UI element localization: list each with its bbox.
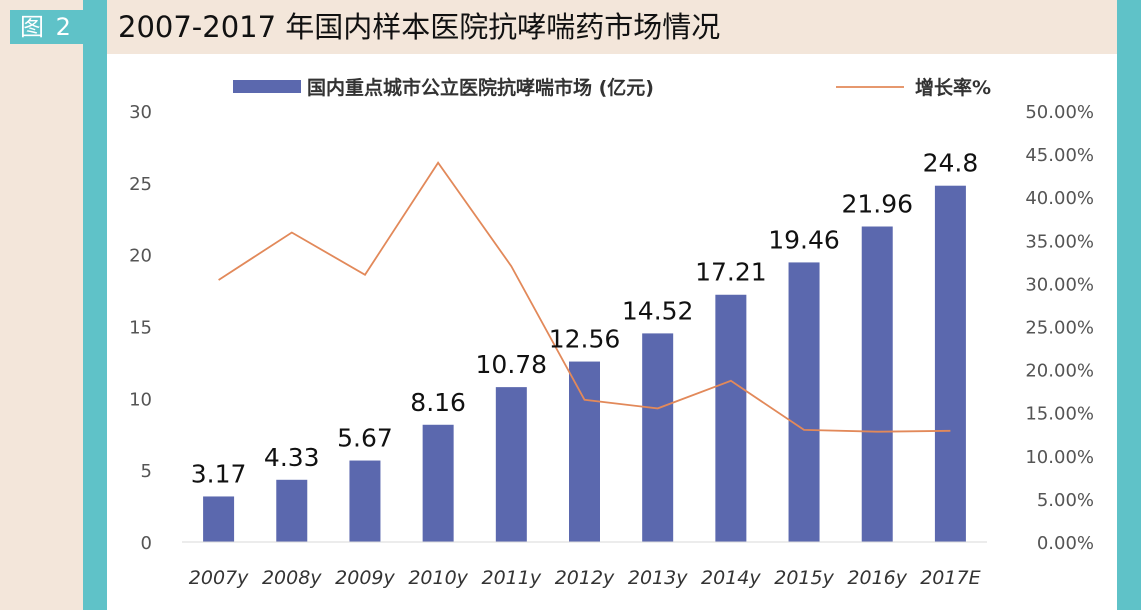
x-axis-tick-label: 2016y <box>847 567 907 589</box>
bar <box>495 387 527 542</box>
left-axis-tick-label: 10 <box>129 389 152 410</box>
right-axis-tick-label: 20.00% <box>1025 361 1094 382</box>
bar-data-label: 8.16 <box>410 388 466 417</box>
x-axis-tick-label: 2014y <box>701 567 761 589</box>
right-axis-tick-label: 35.00% <box>1025 231 1094 252</box>
data-labels: 3.17 4.33 5.67 8.16 10.7812.5614.5217.2119.4… <box>191 149 978 489</box>
legend-bar-label: 国内重点城市公立医院抗哮喘市场 (亿元) <box>307 76 654 99</box>
bar-data-label: 10.78 <box>476 350 548 379</box>
x-axis-tick-label: 2009y <box>335 567 395 589</box>
bar-data-label: 14.52 <box>622 296 694 325</box>
chart-svg: 国内重点城市公立医院抗哮喘市场 (亿元) 增长率% 0 5 10 15 20 25 30 0.… <box>129 76 1094 589</box>
right-axis-tick-label: 25.00% <box>1025 318 1094 339</box>
x-axis-tick-label: 2008y <box>262 567 322 589</box>
bar <box>276 479 308 542</box>
x-axis: 2007y 2008y 2009y 2010y 2011y 2012y 2013y 2014y… <box>182 541 987 589</box>
x-axis-tick-label: 2015y <box>774 567 834 589</box>
x-axis-tick-label: 2007y <box>189 567 249 589</box>
x-axis-tick-label: 2012y <box>555 567 615 589</box>
left-margin <box>0 0 83 610</box>
x-axis-tick-label: 2011y <box>482 567 542 589</box>
bar <box>203 496 235 542</box>
legend: 国内重点城市公立医院抗哮喘市场 (亿元) 增长率% <box>233 76 991 99</box>
legend-bar-swatch <box>233 80 301 93</box>
x-axis-tick-label: 2010y <box>408 567 468 589</box>
figure-label-badge: 图 2 <box>10 10 83 44</box>
left-axis: 0 5 10 15 20 25 30 <box>129 102 152 554</box>
bar-data-label: 4.33 <box>264 443 320 472</box>
right-accent-bar <box>1117 0 1141 610</box>
bar <box>861 226 893 542</box>
bar-series <box>203 185 966 542</box>
left-axis-tick-label: 30 <box>129 102 152 123</box>
chart-title: 2007-2017 年国内样本医院抗哮喘药市场情况 <box>118 10 721 44</box>
right-axis-tick-label: 5.00% <box>1037 490 1094 511</box>
bar-data-label: 19.46 <box>768 225 840 254</box>
left-axis-tick-label: 15 <box>129 318 152 339</box>
x-axis-tick-label: 2017E <box>920 567 980 589</box>
left-accent-bar <box>83 0 107 610</box>
right-axis-tick-label: 50.00% <box>1025 102 1094 123</box>
bar <box>642 333 674 542</box>
bar-data-label: 12.56 <box>549 325 621 354</box>
left-axis-tick-label: 0 <box>141 533 152 554</box>
right-axis-tick-label: 15.00% <box>1025 404 1094 425</box>
bar-data-label: 3.17 <box>191 459 247 488</box>
bar-data-label: 21.96 <box>841 190 913 219</box>
left-axis-tick-label: 5 <box>141 461 152 482</box>
right-axis-tick-label: 0.00% <box>1037 533 1094 554</box>
bar <box>349 460 381 542</box>
bar-data-label: 5.67 <box>337 424 393 453</box>
right-axis-tick-label: 45.00% <box>1025 145 1094 166</box>
x-axis-tick-label: 2013y <box>628 567 688 589</box>
growth-line-series <box>218 161 951 433</box>
right-axis-tick-label: 40.00% <box>1025 188 1094 209</box>
bar <box>422 424 454 542</box>
bar <box>788 262 820 542</box>
bar-data-label: 17.21 <box>695 258 767 287</box>
right-axis-tick-label: 30.00% <box>1025 274 1094 295</box>
left-axis-tick-label: 20 <box>129 246 152 267</box>
right-axis-tick-label: 10.00% <box>1025 447 1094 468</box>
bar <box>569 361 600 542</box>
bar <box>715 294 747 542</box>
left-axis-tick-label: 25 <box>129 174 152 195</box>
bar <box>934 185 966 542</box>
right-axis: 0.00% 5.00% 10.00% 15.00% 20.00% 25.00% 30.00%… <box>1025 102 1094 554</box>
bar-data-label: 24.8 <box>923 149 979 178</box>
legend-line-label: 增长率% <box>915 76 991 99</box>
